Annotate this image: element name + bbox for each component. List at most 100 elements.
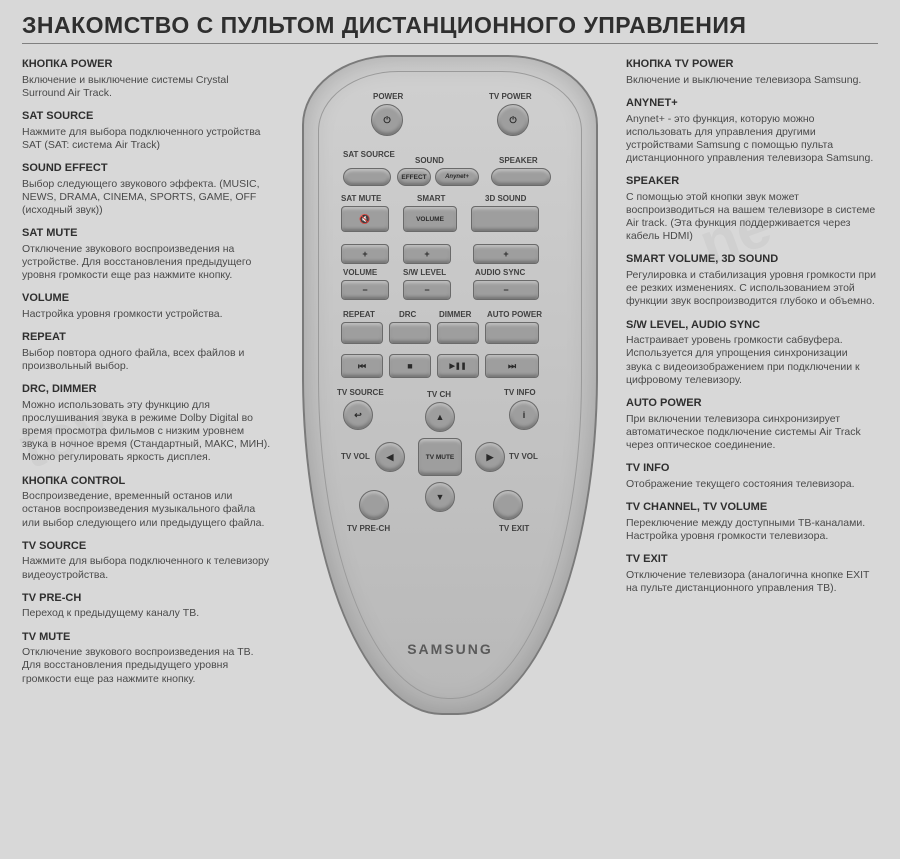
entry-control: КНОПКА CONTROLВоспроизведение, временный…: [22, 475, 272, 530]
label-tv-power: TV POWER: [489, 92, 532, 101]
play-pause-button[interactable]: ▶❚❚: [437, 354, 479, 378]
bd: Можно использовать эту функцию для просл…: [22, 399, 272, 465]
drc-button[interactable]: [389, 322, 431, 344]
volume-plus-button[interactable]: +: [341, 244, 389, 264]
audiosync-plus-button[interactable]: +: [473, 244, 539, 264]
tvch-up-button[interactable]: ▲: [425, 402, 455, 432]
hd: SPEAKER: [626, 175, 876, 189]
hd: TV INFO: [626, 462, 876, 476]
bd: Воспроизведение, временный останов или о…: [22, 490, 272, 529]
label-tvprech: TV PRE-CH: [347, 524, 390, 533]
power-button[interactable]: ⏻: [371, 104, 403, 136]
label-repeat: REPEAT: [343, 310, 375, 319]
label-tvmute: TV MUTE: [419, 439, 461, 475]
bd: Нажмите для выбора подключенного к телев…: [22, 555, 272, 581]
up-icon: ▲: [426, 403, 454, 431]
smart-volume-button[interactable]: VOLUME: [403, 206, 457, 232]
tv-power-button[interactable]: ⏻: [497, 104, 529, 136]
label-sat-mute: SAT MUTE: [341, 194, 381, 203]
sat-source-button[interactable]: [343, 168, 391, 186]
minus-icon: −: [342, 281, 388, 299]
tv-info-button[interactable]: i: [509, 400, 539, 430]
label-power: POWER: [373, 92, 403, 101]
dimmer-button[interactable]: [437, 322, 479, 344]
tv-prech-button[interactable]: [359, 490, 389, 520]
hd: SAT SOURCE: [22, 110, 272, 124]
speaker-button[interactable]: [491, 168, 551, 186]
power-icon: ⏻: [498, 105, 528, 135]
hd: TV EXIT: [626, 553, 876, 567]
entry-tv-info: TV INFOОтображение текущего состояния те…: [626, 462, 876, 491]
anynet-button[interactable]: Anynet+: [435, 168, 479, 186]
hd: REPEAT: [22, 331, 272, 345]
hd: КНОПКА CONTROL: [22, 475, 272, 489]
label-tvsource: TV SOURCE: [337, 388, 384, 397]
tv-source-button[interactable]: ↩: [343, 400, 373, 430]
prev-button[interactable]: ⏮: [341, 354, 383, 378]
sound-effect-button[interactable]: EFFECT: [397, 168, 431, 186]
hd: КНОПКА POWER: [22, 58, 272, 72]
label-volume-btn: VOLUME: [404, 207, 456, 231]
label-tvinfo: TV INFO: [504, 388, 536, 397]
page-title: ЗНАКОМСТВО С ПУЛЬТОМ ДИСТАНЦИОННОГО УПРА…: [22, 12, 878, 44]
hd: КНОПКА TV POWER: [626, 58, 876, 72]
return-icon: ↩: [344, 401, 372, 429]
tv-exit-button[interactable]: [493, 490, 523, 520]
hd: Anynet+: [626, 97, 876, 111]
power-icon: ⏻: [372, 105, 402, 135]
plus-icon: +: [474, 245, 538, 263]
sat-mute-button[interactable]: 🔇: [341, 206, 389, 232]
next-button[interactable]: ⏭: [485, 354, 539, 378]
entry-tv-prech: TV PRE-CHПереход к предыдущему каналу ТВ…: [22, 592, 272, 621]
tvch-down-button[interactable]: ▼: [425, 482, 455, 512]
remote-control: POWER ⏻ TV POWER ⏻ SAT SOURCE SOUND SPEA…: [302, 55, 598, 715]
entry-auto-power: AUTO POWERПри включении телевизора синхр…: [626, 397, 876, 452]
label-volume: VOLUME: [343, 268, 377, 277]
3d-sound-button[interactable]: [471, 206, 539, 232]
stop-button[interactable]: ■: [389, 354, 431, 378]
audiosync-minus-button[interactable]: −: [473, 280, 539, 300]
entry-tv-mute: TV MUTEОтключение звукового воспроизведе…: [22, 631, 272, 686]
label-smart: SMART: [417, 194, 445, 203]
hd: AUTO POWER: [626, 397, 876, 411]
label-autopower: AUTO POWER: [487, 310, 542, 319]
brand-logo: SAMSUNG: [304, 641, 596, 657]
entry-sat-source: SAT SOURCE Нажмите для выбора подключенно…: [22, 110, 272, 152]
bd: Переход к предыдущему каналу ТВ.: [22, 607, 272, 620]
stop-icon: ■: [390, 355, 430, 377]
bd: Настройка уровня громкости устройства.: [22, 308, 272, 321]
swlevel-minus-button[interactable]: −: [403, 280, 451, 300]
entry-tv-ch-vol: TV CHANNEL, TV VOLUMEПереключение между …: [626, 501, 876, 543]
tv-mute-button[interactable]: TV MUTE: [418, 438, 462, 476]
minus-icon: −: [404, 281, 450, 299]
tvvol-plus-button[interactable]: ▶: [475, 442, 505, 472]
entry-sound-effect: SOUND EFFECT Выбор следующего звукового э…: [22, 162, 272, 217]
bd: Отключение звукового воспроизведения на …: [22, 243, 272, 282]
bd: С помощью этой кнопки звук может воспрои…: [626, 191, 876, 244]
prev-icon: ⏮: [342, 355, 382, 377]
bd: Отключение звукового воспроизведения на …: [22, 646, 272, 685]
hd: TV CHANNEL, TV VOLUME: [626, 501, 876, 515]
left-column: КНОПКА POWER Включение и выключение систе…: [22, 58, 272, 696]
play-icon: ▶❚❚: [438, 355, 478, 377]
volume-minus-button[interactable]: −: [341, 280, 389, 300]
plus-icon: +: [342, 245, 388, 263]
swlevel-plus-button[interactable]: +: [403, 244, 451, 264]
autopower-button[interactable]: [485, 322, 539, 344]
tvvol-minus-button[interactable]: ◀: [375, 442, 405, 472]
remote-inner: POWER ⏻ TV POWER ⏻ SAT SOURCE SOUND SPEA…: [318, 71, 582, 699]
entry-drc-dimmer: DRC, DIMMERМожно использовать эту функци…: [22, 383, 272, 464]
entry-tv-exit: TV EXITОтключение телевизора (аналогична…: [626, 553, 876, 595]
plus-icon: +: [404, 245, 450, 263]
entry-sw-audio: S/W LEVEL, AUDIO SYNCНастраивает уровень…: [626, 319, 876, 387]
entry-power: КНОПКА POWER Включение и выключение систе…: [22, 58, 272, 100]
repeat-button[interactable]: [341, 322, 383, 344]
label-speaker: SPEAKER: [499, 156, 538, 165]
bd: Включение и выключение системы Crystal S…: [22, 74, 272, 100]
bd: Выбор следующего звукового эффекта. (MUS…: [22, 178, 272, 217]
bd: Нажмите для выбора подключенного устройс…: [22, 126, 272, 152]
entry-speaker: SPEAKER С помощью этой кнопки звук может …: [626, 175, 876, 243]
hd: SOUND EFFECT: [22, 162, 272, 176]
hd: TV MUTE: [22, 631, 272, 645]
entry-sat-mute: SAT MUTEОтключение звукового воспроизвед…: [22, 227, 272, 282]
